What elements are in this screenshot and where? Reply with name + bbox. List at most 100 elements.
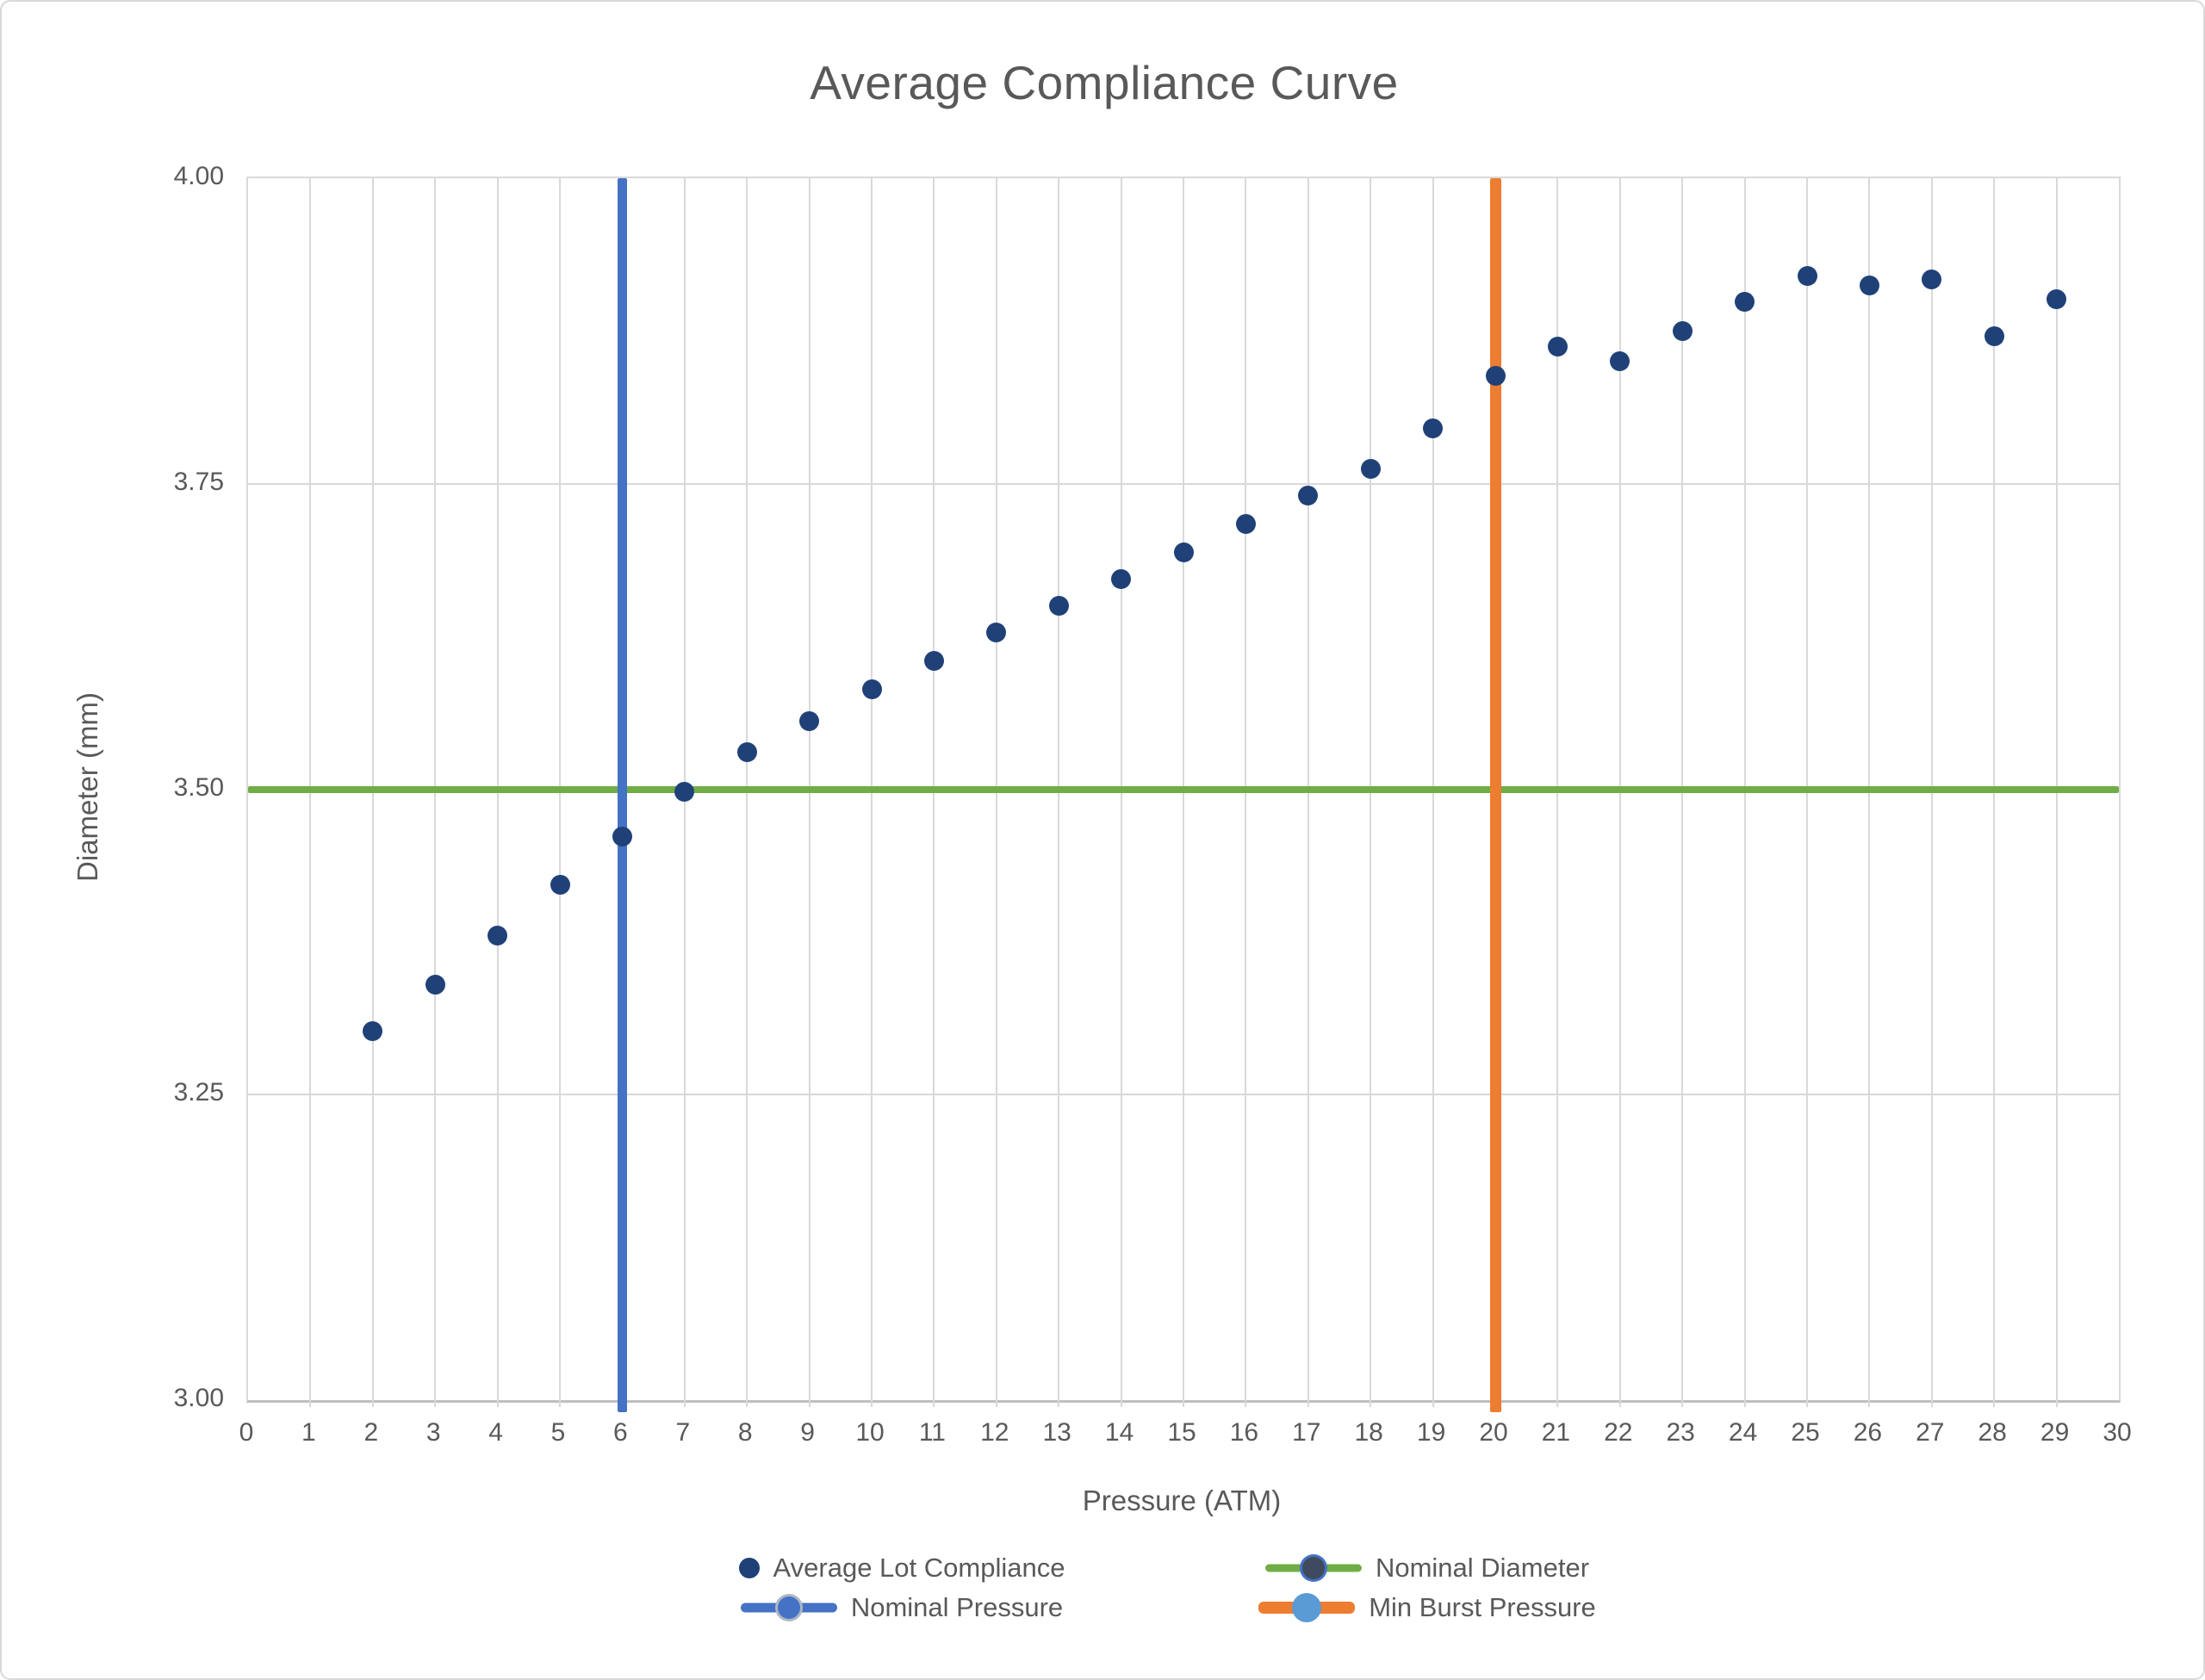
gridline-x-4: [496, 178, 499, 1407]
x-tick-label-6: 6: [613, 1418, 628, 1447]
data-point-x5: [550, 874, 570, 895]
data-point-x12: [986, 623, 1007, 643]
x-tick-label-21: 21: [1541, 1418, 1571, 1447]
data-point-x7: [674, 781, 695, 802]
legend-line-marker: [1258, 1594, 1356, 1621]
data-point-x28: [1984, 325, 2004, 346]
legend-line-dot: [1301, 1557, 1325, 1579]
gridline-x-17: [1307, 178, 1309, 1407]
gridline-x-5: [559, 178, 561, 1407]
gridline-x-11: [933, 178, 935, 1407]
gridline-x-14: [1120, 178, 1122, 1407]
x-tick-label-14: 14: [1104, 1418, 1134, 1447]
gridline-y-3.25: [248, 1094, 2119, 1096]
data-point-x29: [2047, 288, 2067, 309]
gridline-x-8: [746, 178, 748, 1407]
gridline-x-1: [309, 178, 312, 1407]
gridline-x-25: [1806, 178, 1808, 1407]
x-tick-label-15: 15: [1167, 1418, 1196, 1447]
x-tick-label-19: 19: [1416, 1418, 1446, 1447]
x-tick-label-18: 18: [1354, 1418, 1383, 1447]
x-tick-label-9: 9: [800, 1418, 815, 1447]
legend-item-nominal-pressure: Nominal Pressure: [639, 1588, 1165, 1627]
x-tick-label-0: 0: [239, 1418, 254, 1447]
x-tick-label-12: 12: [980, 1418, 1009, 1447]
data-point-x2: [363, 1020, 383, 1041]
x-tick-label-5: 5: [550, 1418, 566, 1447]
gridline-x-24: [1743, 178, 1746, 1407]
data-point-x25: [1797, 266, 1817, 287]
chart-title: Average Compliance Curve: [810, 56, 1399, 109]
data-point-x16: [1235, 514, 1256, 535]
x-tick-label-20: 20: [1479, 1418, 1508, 1447]
x-tick-label-26: 26: [1853, 1418, 1883, 1447]
legend-item-min-burst-pressure: Min Burst Pressure: [1165, 1588, 1690, 1627]
gridline-x-28: [1993, 178, 1996, 1407]
y-tick-label-3.25: 3.25: [173, 1078, 224, 1107]
y-tick-label-3.00: 3.00: [173, 1384, 224, 1412]
gridline-x-22: [1618, 178, 1621, 1407]
x-tick-label-23: 23: [1666, 1418, 1695, 1447]
data-point-x10: [861, 679, 882, 699]
gridline-x-16: [1245, 178, 1247, 1407]
gridline-x-2: [371, 178, 374, 1407]
gridline-x-13: [1058, 178, 1060, 1407]
data-point-x20: [1485, 366, 1506, 387]
y-axis-tick-labels: 4.00 3.75 3.50 3.25 3.00: [84, 2, 224, 1678]
data-point-x9: [799, 710, 820, 731]
data-point-x27: [1922, 270, 1942, 290]
x-tick-label-28: 28: [1978, 1418, 2007, 1447]
x-tick-label-27: 27: [1916, 1418, 1945, 1447]
data-point-x26: [1859, 276, 1879, 296]
y-tick-label-3.50: 3.50: [173, 772, 224, 802]
gridline-x-3: [434, 178, 437, 1407]
ref-line-nominal-diameter: [248, 785, 2119, 793]
data-point-x19: [1423, 418, 1444, 439]
x-tick-label-17: 17: [1292, 1418, 1321, 1447]
gridline-x-29: [2055, 178, 2058, 1407]
gridline-x-18: [1370, 178, 1372, 1407]
data-point-x13: [1048, 596, 1069, 617]
data-point-x18: [1360, 459, 1381, 480]
x-axis-tick-labels: 0 1 2 3 4 5 6 7 8 9 10 11 12 13 14 15 16 17 18 19 20 21 22 23 24…: [2, 1418, 2203, 1453]
gridline-x-10: [871, 178, 873, 1407]
legend-line-dot: [1295, 1596, 1320, 1620]
data-point-x21: [1547, 337, 1568, 357]
legend-label: Nominal Diameter: [1375, 1553, 1590, 1583]
gridline-x-21: [1556, 178, 1559, 1407]
x-tick-label-10: 10: [855, 1418, 885, 1447]
x-tick-label-8: 8: [737, 1418, 753, 1447]
y-tick-label-3.75: 3.75: [173, 467, 224, 496]
legend-item-nominal-diameter: Nominal Diameter: [1165, 1548, 1690, 1588]
gridline-y-3.75: [248, 482, 2119, 485]
ref-line-min-burst-pressure: [1489, 178, 1501, 1412]
data-point-x3: [425, 975, 445, 995]
data-point-x11: [923, 651, 944, 671]
gridline-x-27: [1930, 178, 1933, 1407]
data-point-x8: [736, 742, 757, 763]
x-tick-label-30: 30: [2103, 1418, 2132, 1447]
x-tick-label-24: 24: [1728, 1418, 1758, 1447]
x-tick-label-29: 29: [2040, 1418, 2070, 1447]
x-tick-label-25: 25: [1791, 1418, 1820, 1447]
x-tick-label-22: 22: [1604, 1418, 1633, 1447]
gridline-x-19: [1432, 178, 1434, 1407]
legend-line-dot: [777, 1596, 800, 1619]
data-point-x15: [1173, 542, 1194, 562]
x-axis-title: Pressure (ATM): [1082, 1485, 1282, 1516]
x-tick-label-1: 1: [301, 1418, 316, 1447]
data-point-x17: [1298, 486, 1319, 506]
data-point-x14: [1111, 568, 1132, 589]
x-tick-label-3: 3: [425, 1418, 441, 1447]
x-tick-label-7: 7: [675, 1418, 691, 1447]
gridline-x-23: [1681, 178, 1684, 1407]
data-point-x6: [612, 827, 632, 847]
chart-legend: Average Lot Compliance Nominal Diameter No…: [639, 1548, 1690, 1627]
x-tick-label-13: 13: [1042, 1418, 1071, 1447]
legend-item-average-lot-compliance: Average Lot Compliance: [639, 1548, 1165, 1588]
gridline-x-15: [1183, 178, 1184, 1407]
x-tick-label-16: 16: [1229, 1418, 1259, 1447]
x-tick-label-11: 11: [918, 1418, 946, 1447]
legend-line-marker: [1264, 1554, 1362, 1582]
